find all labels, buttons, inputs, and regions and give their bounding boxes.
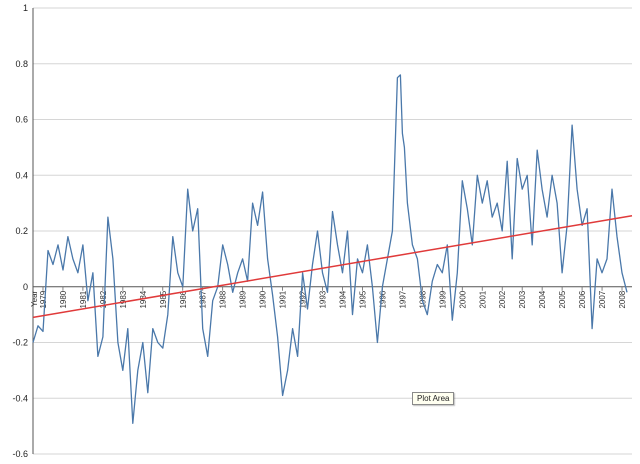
gridlines <box>32 7 632 455</box>
x-tick-label: 2002 <box>498 290 507 308</box>
x-tick-label: 2004 <box>538 290 547 308</box>
x-tick-label: 2007 <box>598 290 607 308</box>
x-tick-label: 1997 <box>398 290 407 308</box>
x-tick-label: 1983 <box>119 290 128 308</box>
x-tick-label: 1990 <box>259 290 268 308</box>
x-tick-label: 1994 <box>338 290 347 308</box>
x-tick-label: 1992 <box>299 290 308 308</box>
x-tick-label: 2005 <box>558 290 567 308</box>
y-tick-label: -0.4 <box>12 393 28 403</box>
x-tick-label: 2006 <box>578 290 587 308</box>
y-axis-labels: 1 0.8 0.6 0.4 0.2 0 -0.2 -0.4 -0.6 <box>12 3 28 459</box>
x-tick-label: 1987 <box>199 290 208 308</box>
x-tick-label: 1980 <box>59 290 68 308</box>
series-line-data <box>32 74 628 424</box>
x-tick-label: 2000 <box>458 290 467 308</box>
x-tick-label: 1981 <box>79 290 88 308</box>
x-tick-label: 1989 <box>239 290 248 308</box>
x-tick-label: 1999 <box>438 290 447 308</box>
y-tick-label: 1 <box>23 3 28 13</box>
y-tick-label: 0.6 <box>15 115 28 125</box>
x-tick-label: 1982 <box>99 290 108 308</box>
plot-area-tooltip: Plot Area <box>412 392 455 405</box>
x-tick-label: 1986 <box>179 290 188 308</box>
y-tick-label: -0.2 <box>12 338 28 348</box>
x-tick-label: 2008 <box>618 290 627 308</box>
x-tick-label: 1993 <box>319 290 328 308</box>
x-tick-label: 2003 <box>518 290 527 308</box>
x-axis-title: Year <box>30 290 39 307</box>
x-tick-label: 1995 <box>358 290 367 308</box>
y-tick-label: 0.4 <box>15 170 28 180</box>
y-tick-label: 0 <box>23 282 28 292</box>
series-line-trend <box>32 214 633 319</box>
x-tick-label: 1988 <box>219 290 228 308</box>
y-tick-label: 0.2 <box>15 226 28 236</box>
y-tick-label: -0.6 <box>12 449 28 459</box>
x-tick-label: 1979 <box>39 290 48 308</box>
series-group <box>32 74 633 424</box>
x-tick-label: 2001 <box>478 290 487 308</box>
y-tick-label: 0.8 <box>15 59 28 69</box>
x-tick-label: 1985 <box>159 290 168 308</box>
x-tick-label: 1996 <box>378 290 387 308</box>
x-tick-label: 1991 <box>279 290 288 308</box>
